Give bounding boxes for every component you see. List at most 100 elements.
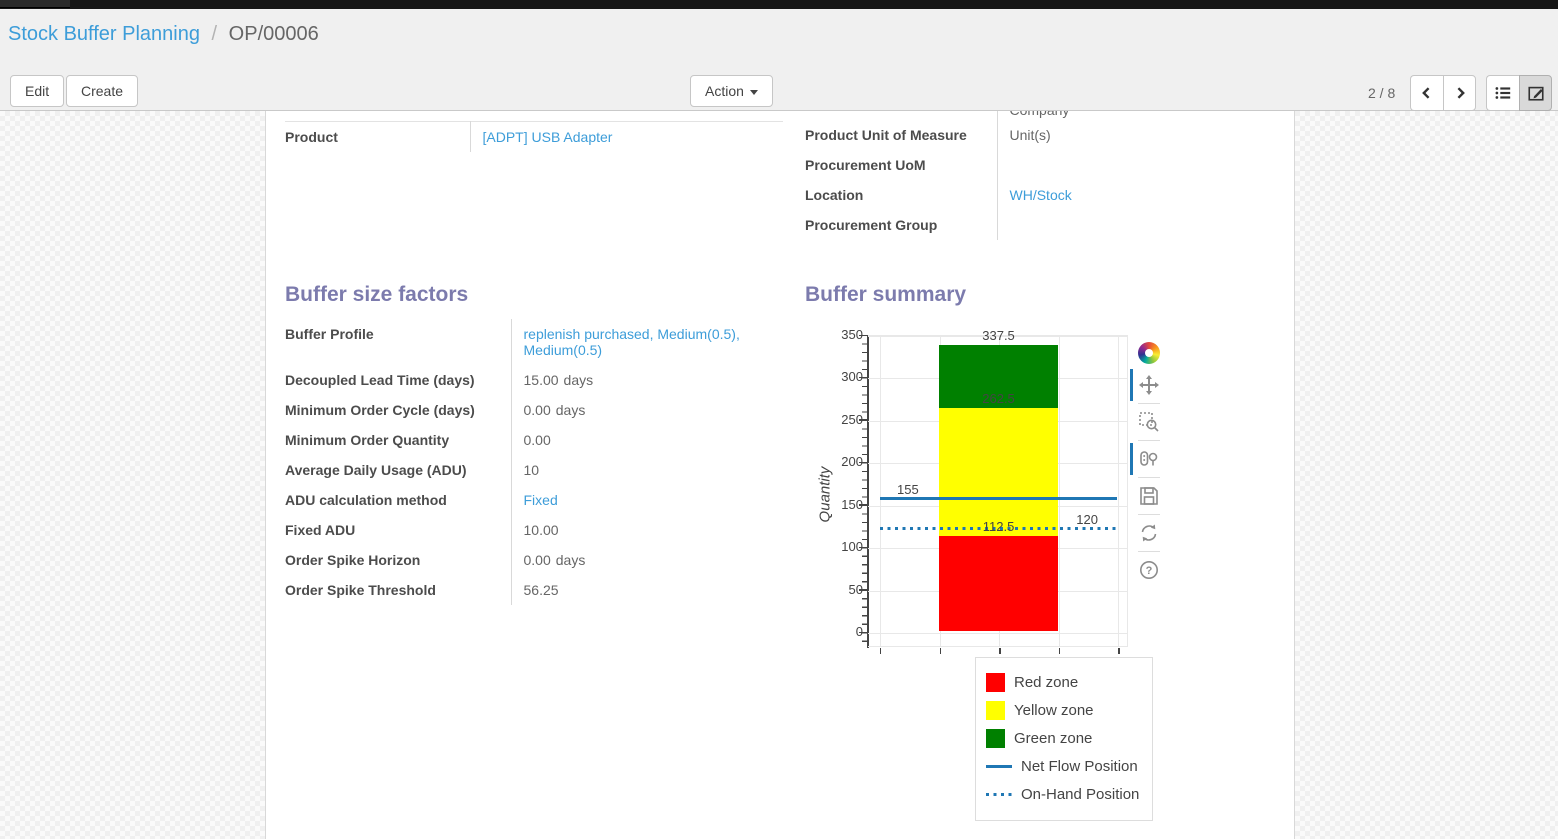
y-tick-label: 50 bbox=[848, 581, 863, 597]
form-header: Stock Buffer Planning / OP/00006 Edit Cr… bbox=[0, 9, 1558, 111]
pager-next-button[interactable] bbox=[1443, 75, 1476, 111]
adu-method-value-link[interactable]: Fixed bbox=[523, 492, 558, 508]
chart-annotation: 155 bbox=[897, 482, 919, 498]
field-row: Procurement Group bbox=[805, 210, 1275, 240]
y-tick-label: 0 bbox=[823, 624, 863, 639]
legend-label: Net Flow Position bbox=[1021, 757, 1138, 775]
chevron-left-icon bbox=[1422, 87, 1430, 99]
pan-icon[interactable] bbox=[1130, 369, 1164, 401]
box-zoom-icon[interactable] bbox=[1134, 409, 1164, 435]
legend-label: Green zone bbox=[1014, 729, 1093, 747]
chart-annotation: 337.5 bbox=[982, 327, 1015, 343]
pager-previous-button[interactable] bbox=[1410, 75, 1443, 111]
y-axis-minor-ticks bbox=[862, 335, 867, 648]
dlt-value: 15.00 bbox=[523, 372, 559, 388]
clipped-text: Company bbox=[1010, 111, 1276, 120]
chart-annotation: 262.5 bbox=[982, 391, 1015, 407]
legend-swatch bbox=[986, 728, 1005, 748]
legend-item[interactable]: Green zone bbox=[986, 724, 1142, 752]
edit-button[interactable]: Edit bbox=[10, 75, 65, 107]
top-nav-bar bbox=[0, 0, 1558, 9]
spike-threshold-label: Order Spike Threshold bbox=[285, 582, 436, 598]
y-gridline bbox=[868, 633, 1127, 634]
y-tick-mark bbox=[859, 631, 868, 633]
breadcrumb-parent-link[interactable]: Stock Buffer Planning bbox=[8, 23, 200, 45]
product-label: Product bbox=[285, 129, 338, 145]
spike-horizon-unit: days bbox=[555, 552, 586, 568]
red-zone-bar bbox=[939, 535, 1058, 631]
y-tick-mark bbox=[859, 546, 868, 549]
plot-area: 337.5 262.5 155 112.5 120 bbox=[868, 328, 1128, 654]
spike-horizon-label: Order Spike Horizon bbox=[285, 552, 421, 568]
hover-closest-icon[interactable] bbox=[1130, 443, 1164, 475]
chart-plot-region: Quantity 337.5 262.5 155 112.5 120 0 50 100 150… bbox=[805, 327, 1135, 669]
field-row: Minimum Order Cycle (days) 0.00 days bbox=[285, 395, 783, 425]
x-tick-mark bbox=[1118, 648, 1120, 654]
procurement-group-value bbox=[996, 210, 1275, 240]
buffer-profile-label: Buffer Profile bbox=[285, 326, 374, 342]
field-row: Order Spike Horizon 0.00 days bbox=[285, 545, 783, 575]
create-button[interactable]: Create bbox=[66, 75, 139, 107]
adu-method-label: ADU calculation method bbox=[285, 492, 447, 508]
moc-value: 0.00 bbox=[523, 402, 551, 418]
location-value-link[interactable]: WH/Stock bbox=[1009, 187, 1072, 203]
moc-unit: days bbox=[555, 402, 586, 418]
y-gridline bbox=[868, 336, 1127, 337]
uom-label: Product Unit of Measure bbox=[805, 127, 967, 143]
field-row: Product [ADPT] USB Adapter bbox=[285, 121, 783, 152]
y-tick-mark bbox=[859, 419, 868, 421]
action-dropdown-button[interactable]: Action bbox=[690, 75, 773, 107]
on-hand-position-line bbox=[879, 527, 1118, 531]
y-tick-mark bbox=[859, 334, 868, 336]
top-field-groups: Product [ADPT] USB Adapter Company Produ… bbox=[285, 111, 1275, 251]
fixed-adu-label: Fixed ADU bbox=[285, 522, 356, 538]
legend-item[interactable]: Red zone bbox=[986, 668, 1142, 696]
help-icon[interactable]: ? bbox=[1134, 557, 1164, 583]
plotly-logo[interactable] bbox=[1134, 340, 1164, 366]
yellow-zone-bar bbox=[939, 408, 1058, 536]
y-tick-label: 300 bbox=[841, 369, 863, 385]
y-tick-mark bbox=[859, 376, 868, 379]
pager-nav bbox=[1410, 75, 1476, 111]
y-tick-label: 200 bbox=[841, 454, 863, 470]
product-value-link[interactable]: [ADPT] USB Adapter bbox=[482, 129, 613, 145]
list-view-button[interactable] bbox=[1486, 75, 1519, 111]
chart-annotation: 112.5 bbox=[982, 518, 1015, 534]
y-tick-label: 250 bbox=[841, 411, 863, 427]
buffer-factors-group: Buffer Profile replenish purchased, Medi… bbox=[285, 319, 783, 605]
legend-swatch bbox=[986, 672, 1005, 692]
toolbar: Edit Create Action 2 / 8 bbox=[0, 75, 1558, 113]
form-sheet: Product [ADPT] USB Adapter Company Produ… bbox=[265, 111, 1295, 839]
adu-value: 10 bbox=[510, 455, 783, 485]
product-group: Product [ADPT] USB Adapter bbox=[285, 121, 783, 152]
spike-horizon-value: 0.00 bbox=[523, 552, 551, 568]
buffer-profile-value-link[interactable]: replenish purchased, Medium(0.5), Medium… bbox=[523, 326, 740, 358]
procurement-uom-value bbox=[996, 150, 1275, 180]
chart-legend: Red zone Yellow zone Green zone Net Flow Po… bbox=[975, 657, 1153, 821]
y-tick-label: 150 bbox=[841, 496, 863, 512]
legend-label: On-Hand Position bbox=[1021, 785, 1140, 803]
field-row: Minimum Order Quantity 0.00 bbox=[285, 425, 783, 455]
dlt-unit: days bbox=[563, 372, 594, 388]
caret-down-icon bbox=[749, 89, 758, 95]
net-flow-position-line bbox=[879, 497, 1118, 501]
section-row: Buffer size factors Buffer Profile reple… bbox=[285, 251, 1275, 821]
save-icon[interactable] bbox=[1134, 483, 1164, 509]
chart-modebar: ? bbox=[1130, 337, 1166, 586]
uom-value: Unit(s) bbox=[996, 120, 1275, 150]
legend-item[interactable]: Yellow zone bbox=[986, 696, 1142, 724]
adu-label: Average Daily Usage (ADU) bbox=[285, 462, 467, 478]
buffer-factors-title: Buffer size factors bbox=[285, 283, 469, 306]
form-view-button[interactable] bbox=[1519, 75, 1552, 111]
svg-text:?: ? bbox=[1146, 565, 1153, 577]
legend-swatch bbox=[986, 700, 1005, 720]
procurement-group-label: Procurement Group bbox=[805, 217, 938, 233]
legend-item[interactable]: Net Flow Position bbox=[986, 752, 1142, 780]
buffer-summary-title: Buffer summary bbox=[805, 283, 967, 306]
action-label: Action bbox=[705, 83, 744, 99]
reset-axes-icon[interactable] bbox=[1134, 520, 1164, 546]
field-row: ADU calculation method Fixed bbox=[285, 485, 783, 515]
legend-item[interactable]: On-Hand Position bbox=[986, 780, 1142, 808]
y-tick-mark bbox=[859, 504, 868, 506]
y-axis-title: Quantity bbox=[816, 466, 834, 523]
